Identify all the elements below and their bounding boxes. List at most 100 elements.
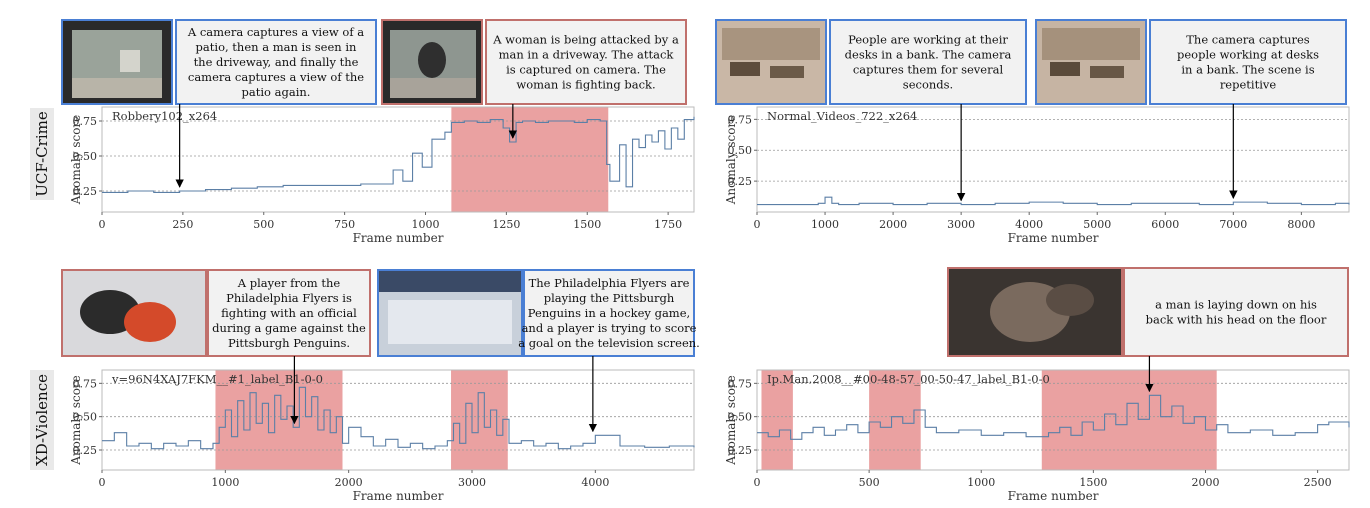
plot-frame <box>101 369 695 471</box>
frame-thumbnail-hockey-fight <box>61 269 207 357</box>
y-axis-label: Anomaly score <box>69 115 83 206</box>
panel-ip-man-2008-chart: 0.25 0.50 0.75 0 500 1000 1500 2000 2500 Frame nu… <box>724 267 1350 503</box>
anomaly-score-line <box>102 386 695 450</box>
ytick-label-1: 0.50 <box>73 411 98 424</box>
xtick-label-5: 5000 <box>1083 218 1111 231</box>
caption-box-0 <box>207 269 371 357</box>
caption-line-0-2: the driveway, and finally the <box>194 55 359 69</box>
panel-robbery102-chart: 0.25 0.50 0.75 0 250 500 750 1000 1250 1500 1750 Fr… <box>69 19 695 245</box>
xtick-label-7: 7000 <box>1219 218 1247 231</box>
xtick-label-1: 1000 <box>811 218 839 231</box>
frame-thumbnail-robbery-normal <box>61 19 173 105</box>
ytick-label-2: 0.75 <box>73 377 98 390</box>
xtick-label-3: 750 <box>334 218 355 231</box>
panel-v96n4xaj7fkm-frames <box>61 269 523 357</box>
caption-box-0 <box>829 19 1027 105</box>
anomaly-score-line <box>102 116 695 193</box>
frame-thumbnail-bank-2 <box>1035 19 1147 105</box>
caption-line-0-0: a man is laying down on his <box>1155 298 1317 312</box>
caption-line-1-1: man in a driveway. The attack <box>499 48 675 62</box>
caption-box-0 <box>1123 267 1349 357</box>
xtick-label-5: 2500 <box>1304 476 1332 489</box>
panel-normal-videos-722-frames <box>715 19 1147 105</box>
video-title: v=96N4XAJ7FKM__#1_label_B1-0-0 <box>111 372 323 386</box>
y-axis-label: Anomaly score <box>724 115 738 206</box>
xtick-label-3: 3000 <box>947 218 975 231</box>
caption-line-1-3: and a player is trying to score <box>522 321 697 335</box>
anomaly-interval-1 <box>869 370 921 470</box>
anomaly-interval-1 <box>451 370 508 470</box>
xtick-label-4: 1000 <box>411 218 439 231</box>
panel-ip-man-2008-frames <box>947 267 1123 357</box>
anomaly-interval-2 <box>1041 370 1217 470</box>
anomaly-interval-0 <box>215 370 343 470</box>
anomaly-interval-0 <box>451 107 609 212</box>
caption-line-1-2: Penguins in a hockey game, <box>528 306 690 320</box>
caption-line-0-3: during a game against the <box>212 321 366 335</box>
video-title: Ip.Man.2008__#00-48-57_00-50-47_label_B1… <box>767 372 1050 386</box>
caption-line-1-0: The Philadelphia Flyers are <box>529 276 690 290</box>
y-axis-label: Anomaly score <box>69 375 83 466</box>
video-title: Normal_Videos_722_x264 <box>767 109 917 123</box>
caption-line-1-0: A woman is being attacked by a <box>492 33 679 47</box>
caption-box-1 <box>1149 19 1347 105</box>
xtick-label-5: 1250 <box>492 218 520 231</box>
ytick-label-2: 0.75 <box>728 377 753 390</box>
caption-line-0-0: A player from the <box>237 276 341 290</box>
caption-line-0-0: A camera captures a view of a <box>187 25 364 39</box>
panel-v96n4xaj7fkm: 0.25 0.50 0.75 0 1000 2000 3000 4000 Frame numbe… <box>61 269 700 503</box>
x-axis-label: Frame number <box>353 231 444 245</box>
xtick-label-2: 2000 <box>335 476 363 489</box>
caption-line-0-1: desks in a bank. The camera <box>845 48 1012 62</box>
ytick-label-1: 0.50 <box>728 144 753 157</box>
xtick-label-1: 1000 <box>211 476 239 489</box>
xtick-label-8: 8000 <box>1287 218 1315 231</box>
xtick-label-0: 0 <box>99 218 106 231</box>
caption-line-1-3: woman is fighting back. <box>516 78 655 92</box>
panel-robbery102-frames <box>61 19 483 105</box>
plot-frame <box>756 106 1350 213</box>
caption-line-0-1: patio, then a man is seen in <box>196 40 357 54</box>
caption-line-0-2: captures them for several <box>853 63 1004 77</box>
row-label-ucf: UCF-Crime <box>30 108 54 200</box>
row-label-xd: XD-Violence <box>30 370 54 470</box>
caption-line-0-3: seconds. <box>903 78 953 92</box>
caption-line-0-4: Pittsburgh Penguins. <box>228 336 350 350</box>
anomaly-interval-0 <box>761 370 793 470</box>
caption-line-0-1: Philadelphia Flyers is <box>226 291 352 305</box>
anomaly-score-line <box>757 196 1350 206</box>
row-label-ucf-bg <box>30 108 54 200</box>
panel-ip-man-2008: 0.25 0.50 0.75 0 500 1000 1500 2000 2500 Frame nu… <box>724 267 1350 503</box>
caption-line-1-2: in a bank. The scene is <box>1181 63 1314 77</box>
caption-box-1 <box>485 19 687 105</box>
caption-line-0-0: People are working at their <box>848 33 1008 47</box>
caption-line-1-2: is captured on camera. The <box>506 63 666 77</box>
ytick-label-1: 0.50 <box>728 411 753 424</box>
frame-thumbnail-bank-1 <box>715 19 827 105</box>
xtick-label-4: 4000 <box>1015 218 1043 231</box>
frame-thumbnail-robbery-attack <box>381 19 483 105</box>
xtick-label-7: 1750 <box>654 218 682 231</box>
xtick-label-4: 4000 <box>581 476 609 489</box>
plot-frame <box>756 369 1350 471</box>
y-axis-label: Anomaly score <box>724 375 738 466</box>
caption-line-0-3: camera captures a view of the <box>188 70 364 84</box>
panel-v96n4xaj7fkm-chart: 0.25 0.50 0.75 0 1000 2000 3000 4000 Frame numbe… <box>69 269 700 503</box>
caption-line-1-4: a goal on the television screen. <box>518 336 700 350</box>
panel-robbery102: 0.25 0.50 0.75 0 250 500 750 1000 1250 1500 1750 Fr… <box>61 19 695 245</box>
caption-line-1-1: playing the Pittsburgh <box>544 291 675 305</box>
frame-thumbnail-hockey-game <box>377 269 523 357</box>
x-axis-label: Frame number <box>1008 231 1099 245</box>
caption-line-1-0: The camera captures <box>1186 33 1310 47</box>
xtick-label-6: 6000 <box>1151 218 1179 231</box>
caption-line-1-1: people working at desks <box>1177 48 1319 62</box>
xtick-label-2: 1000 <box>967 476 995 489</box>
plot-frame <box>101 106 695 213</box>
